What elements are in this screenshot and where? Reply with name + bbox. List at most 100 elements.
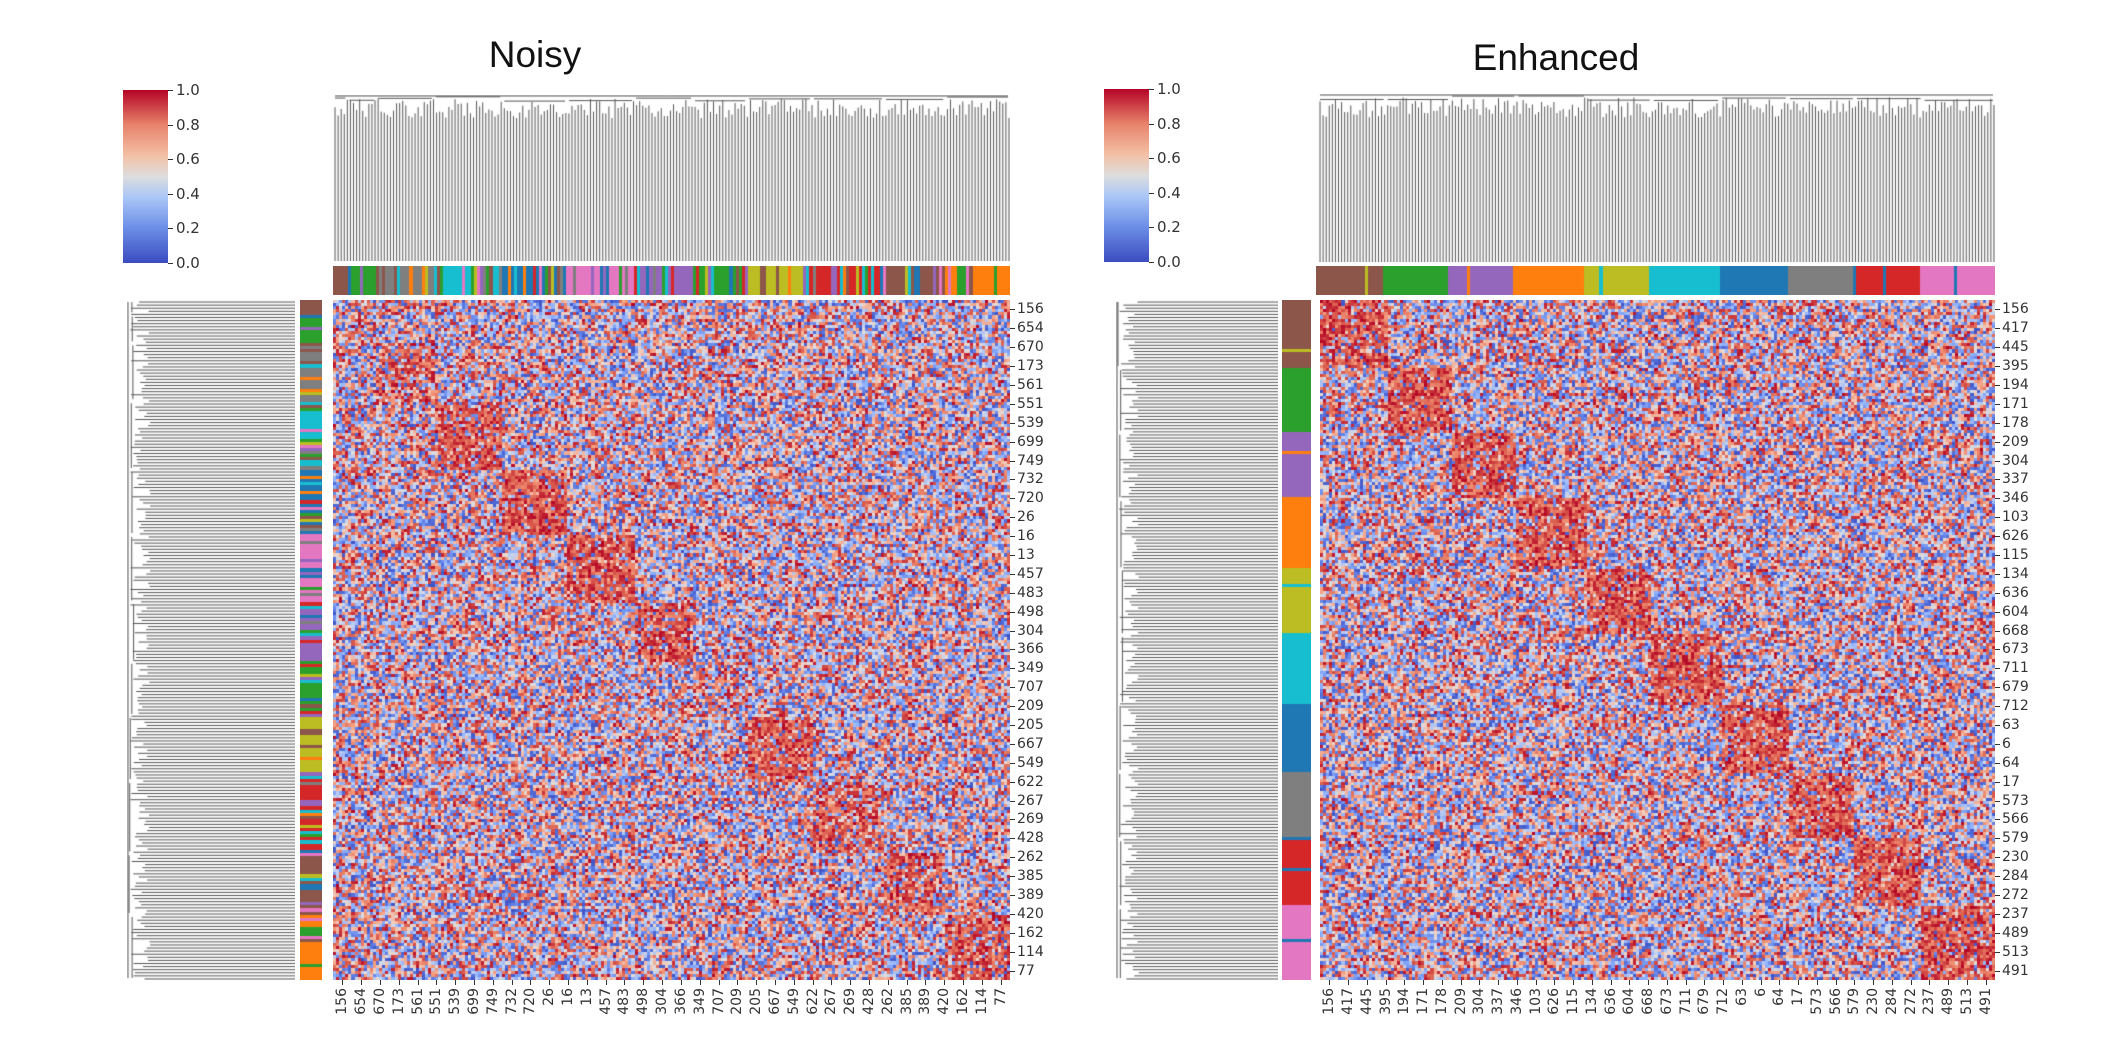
row-tick xyxy=(1010,611,1015,613)
row-tick-label: 346 xyxy=(2002,490,2029,507)
row-tick-label: 114 xyxy=(1017,943,1044,960)
row-tick-label: 64 xyxy=(2002,754,2020,771)
column-tick xyxy=(1779,980,1781,985)
column-tick xyxy=(699,980,701,985)
row-tick xyxy=(1010,762,1015,764)
column-tick-label: 337 xyxy=(1490,988,1507,1015)
column-tick xyxy=(962,980,964,985)
column-tick-label: 209 xyxy=(1452,988,1469,1015)
row-tick xyxy=(1995,876,2000,878)
column-tick xyxy=(662,980,664,985)
column-tick xyxy=(1479,980,1481,985)
row-tick-label: 267 xyxy=(1017,792,1044,809)
row-tick-label: 209 xyxy=(2002,433,2029,450)
column-tick xyxy=(1441,980,1443,985)
row-tick-label: 654 xyxy=(1017,320,1044,337)
column-tick-label: 457 xyxy=(597,988,614,1015)
column-tick-label: 230 xyxy=(1865,988,1882,1015)
column-tick xyxy=(1498,980,1500,985)
row-tick xyxy=(1995,743,2000,745)
row-tick xyxy=(1010,347,1015,349)
row-tick-label: 566 xyxy=(2002,811,2029,828)
row-tick-label: 205 xyxy=(1017,717,1044,733)
column-tick-label: 667 xyxy=(766,988,783,1015)
column-tick-label: 417 xyxy=(1340,988,1357,1015)
column-tick-label: 16 xyxy=(560,988,577,1006)
row-tick xyxy=(1995,536,2000,538)
column-tick-label: 269 xyxy=(842,988,859,1015)
column-tick-label: 395 xyxy=(1377,988,1394,1015)
column-tick xyxy=(812,980,814,985)
row-tick-label: 551 xyxy=(1017,395,1044,412)
row-tick xyxy=(1010,498,1015,500)
column-tick-label: 551 xyxy=(428,988,445,1015)
column-tick xyxy=(1460,980,1462,985)
colorbar-tick-label: 0.6 xyxy=(1157,149,1181,168)
row-tick-label: 513 xyxy=(2002,943,2029,960)
column-tick xyxy=(1648,980,1650,985)
noisy-panel: Noisy 0.0 0.2 0.4 0.6 0.8 1.0 156 654 670 173 561… xyxy=(0,0,1060,1040)
colorbar-tick xyxy=(168,90,173,91)
colorbar-tick xyxy=(168,124,173,126)
row-tick xyxy=(1995,498,2000,500)
column-tick xyxy=(492,980,494,985)
row-tick-label: 732 xyxy=(1017,471,1044,488)
row-tick xyxy=(1010,951,1015,953)
row-tick-label: 420 xyxy=(1017,905,1044,922)
column-tick xyxy=(906,980,908,985)
row-tick-label: 178 xyxy=(2002,414,2029,431)
row-tick-label: 711 xyxy=(2002,660,2029,677)
column-tick xyxy=(1798,980,1800,985)
row-tick-label: 712 xyxy=(2002,698,2029,715)
colorbar-tick xyxy=(1149,89,1154,90)
row-tick-label: 284 xyxy=(2002,868,2029,885)
row-tick xyxy=(1995,441,2000,443)
row-tick-label: 269 xyxy=(1017,811,1044,828)
column-tick xyxy=(605,980,607,985)
column-tick-label: 732 xyxy=(503,988,520,1015)
column-tick-label: 6 xyxy=(1752,988,1769,997)
row-tick xyxy=(1995,555,2000,556)
column-tick xyxy=(756,980,758,985)
row-tick-label: 561 xyxy=(1017,377,1044,393)
column-tick xyxy=(1704,980,1706,985)
row-tick xyxy=(1995,725,2000,726)
chart-title: Enhanced xyxy=(1472,37,1640,78)
enhanced-panel: Enhanced 0.0 0.2 0.4 0.6 0.8 1.0 156 417 445 395… xyxy=(1060,0,2122,1040)
column-tick-label: 699 xyxy=(466,988,483,1015)
column-tick-label: 673 xyxy=(1658,988,1675,1015)
heatmap-matrix xyxy=(1320,300,1995,980)
column-tick-label: 162 xyxy=(954,988,971,1015)
chart-title: Noisy xyxy=(488,34,582,75)
column-tick xyxy=(737,980,739,985)
row-tick-label: 483 xyxy=(1017,584,1044,601)
row-tick-label: 668 xyxy=(2002,622,2029,639)
column-tick-label: 389 xyxy=(917,988,934,1015)
column-tick xyxy=(624,980,626,985)
column-tick-label: 668 xyxy=(1640,988,1657,1015)
column-tick-label: 267 xyxy=(823,988,840,1015)
colorbar-tick-label: 1.0 xyxy=(1157,80,1181,98)
row-tick xyxy=(1995,479,2000,481)
row-tick-label: 679 xyxy=(2002,679,2029,696)
column-tick-label: 679 xyxy=(1696,988,1713,1015)
column-cluster-color-bar xyxy=(333,266,1010,295)
column-tick xyxy=(1666,980,1668,985)
column-tick-label: 64 xyxy=(1771,988,1788,1006)
row-tick xyxy=(1995,422,2000,424)
row-tick xyxy=(1995,573,2000,575)
colorbar-tick xyxy=(1149,123,1154,125)
column-tick xyxy=(1985,980,1987,985)
row-tick-label: 230 xyxy=(2002,849,2029,866)
column-tick-label: 156 xyxy=(334,988,351,1015)
column-tick-label: 604 xyxy=(1621,988,1638,1015)
column-tick xyxy=(1591,980,1593,985)
row-tick-label: 673 xyxy=(2002,641,2029,658)
column-tick xyxy=(511,980,513,985)
row-tick xyxy=(1010,857,1015,859)
row-tick-label: 699 xyxy=(1017,433,1044,450)
column-tick-label: 539 xyxy=(447,988,464,1015)
row-tick xyxy=(1995,838,2000,840)
colorbar-tick xyxy=(1149,227,1154,229)
row-tick-label: 417 xyxy=(2002,320,2029,337)
